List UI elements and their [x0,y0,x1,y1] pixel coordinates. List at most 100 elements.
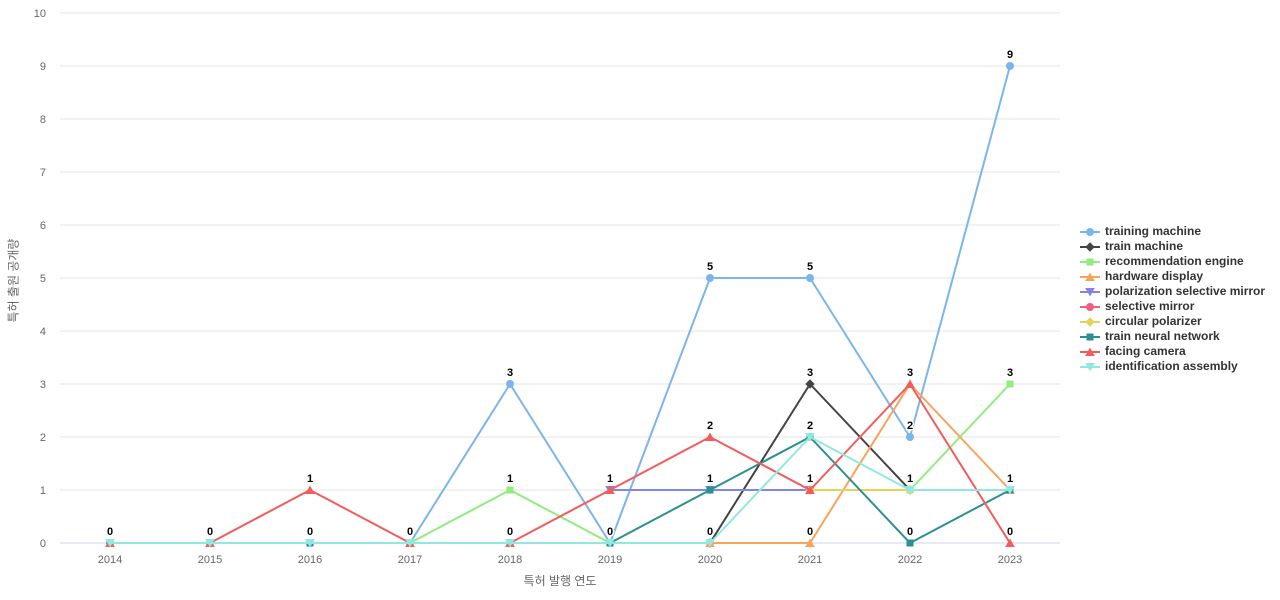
data-point-marker[interactable] [805,485,815,495]
legend-item-label: selective mirror [1105,299,1195,313]
data-point-marker[interactable] [906,433,914,441]
legend-item-polarization-selective-mirror[interactable]: polarization selective mirror [1080,284,1265,299]
data-label: 2 [807,420,813,432]
legend-marker-icon[interactable] [1086,227,1094,236]
y-axis-title: 특허 출원 공개량 [6,238,21,323]
legend-item-facing-camera[interactable]: facing camera [1080,344,1265,359]
data-label: 0 [107,526,113,538]
data-point-marker[interactable] [806,274,814,282]
data-point-marker[interactable] [1005,538,1015,548]
data-label: 5 [707,261,713,273]
data-label: 2 [707,420,713,432]
legend-item-label: identification assembly [1105,359,1238,373]
y-tick-label: 2 [40,432,46,444]
data-label: 0 [407,526,413,538]
legend-marker-icon[interactable] [1085,287,1095,297]
series-line [109,383,1011,544]
y-tick-label: 6 [40,220,46,232]
data-point-marker[interactable] [905,486,915,495]
legend-item-identification-assembly[interactable]: identification assembly [1080,359,1265,374]
circle-marker-icon [1080,302,1100,311]
data-point-marker[interactable] [605,539,615,548]
data-label: 0 [1007,526,1013,538]
legend-item-hardware-display[interactable]: hardware display [1080,269,1265,284]
x-tick-label: 2022 [898,554,922,566]
data-label: 0 [207,526,213,538]
legend-marker-icon[interactable] [1086,258,1094,265]
data-label: 1 [1007,473,1013,485]
data-point-marker[interactable] [906,539,914,547]
data-label: 3 [1007,367,1013,379]
legend-item-train-machine[interactable]: train machine [1080,239,1265,254]
legend-marker-icon[interactable] [1086,302,1094,311]
legend-item-label: circular polarizer [1105,314,1202,328]
data-point-marker[interactable] [805,538,815,548]
data-point-marker[interactable] [706,486,714,494]
legend: training machine train machine recommendat… [1080,224,1265,374]
data-label: 0 [707,526,713,538]
data-point-marker[interactable] [105,539,115,548]
data-point-marker[interactable] [505,539,515,548]
legend-marker-icon[interactable] [1085,362,1095,372]
data-point-marker[interactable] [506,380,514,388]
data-label: 0 [507,526,513,538]
legend-item-training-machine[interactable]: training machine [1080,224,1265,239]
y-tick-label: 1 [40,485,46,497]
x-axis-title: 특허 발행 연도 [523,574,597,588]
data-label: 1 [607,473,613,485]
data-point-marker[interactable] [805,379,815,389]
data-label: 3 [807,367,813,379]
legend-item-selective-mirror[interactable]: selective mirror [1080,299,1265,314]
data-label: 0 [407,526,413,538]
x-tick-label: 2016 [298,554,322,566]
legend-marker-icon[interactable] [1085,316,1095,327]
data-label: 0 [307,526,313,538]
data-point-marker[interactable] [705,539,715,548]
data-point-marker[interactable] [405,539,415,548]
legend-marker-icon[interactable] [1086,333,1094,340]
triangle-marker-icon [1080,272,1100,281]
legend-marker-icon[interactable] [1085,272,1095,281]
data-point-marker[interactable] [1006,380,1014,388]
data-point-marker[interactable] [805,433,815,442]
data-point-marker[interactable] [1005,486,1015,495]
data-label: 0 [107,526,113,538]
legend-item-recommendation-engine[interactable]: recommendation engine [1080,254,1265,269]
data-point-marker[interactable] [905,379,915,389]
series-train-neural-network: 0 0 0 0 0 0 1 2 0 1 [105,419,1015,547]
x-tick-label: 2015 [198,554,222,566]
data-label: 1 [807,473,813,485]
legend-marker-icon[interactable] [1085,241,1095,252]
data-point-marker[interactable] [305,539,315,548]
data-label: 1 [307,473,313,485]
data-label: 0 [407,526,413,538]
legend-marker-icon[interactable] [1085,347,1095,356]
legend-item-circular-polarizer[interactable]: circular polarizer [1080,314,1265,329]
diamond-marker-icon [1080,241,1100,252]
data-label: 1 [907,473,913,485]
data-label: 0 [607,526,613,538]
data-point-marker[interactable] [705,432,715,442]
data-label: 0 [707,526,713,538]
y-tick-label: 3 [40,379,46,391]
data-label: 0 [407,526,413,538]
data-point-marker[interactable] [305,485,315,495]
data-point-marker[interactable] [205,539,215,548]
data-point-marker[interactable] [506,486,514,494]
y-tick-label: 7 [40,167,46,179]
data-label: 0 [307,526,313,538]
legend-item-train-neural-network[interactable]: train neural network [1080,329,1265,344]
data-point-marker[interactable] [706,274,714,282]
data-label: 0 [207,526,213,538]
data-label: 1 [707,473,713,485]
data-point-marker[interactable] [605,485,615,495]
x-tick-label: 2021 [798,554,822,566]
data-label: 0 [307,526,313,538]
legend-item-label: train neural network [1105,329,1220,343]
legend-item-label: recommendation engine [1105,254,1244,268]
data-point-marker[interactable] [1006,62,1014,70]
data-label: 1 [707,473,713,485]
data-label: 5 [807,261,813,273]
legend-item-label: hardware display [1105,269,1204,283]
